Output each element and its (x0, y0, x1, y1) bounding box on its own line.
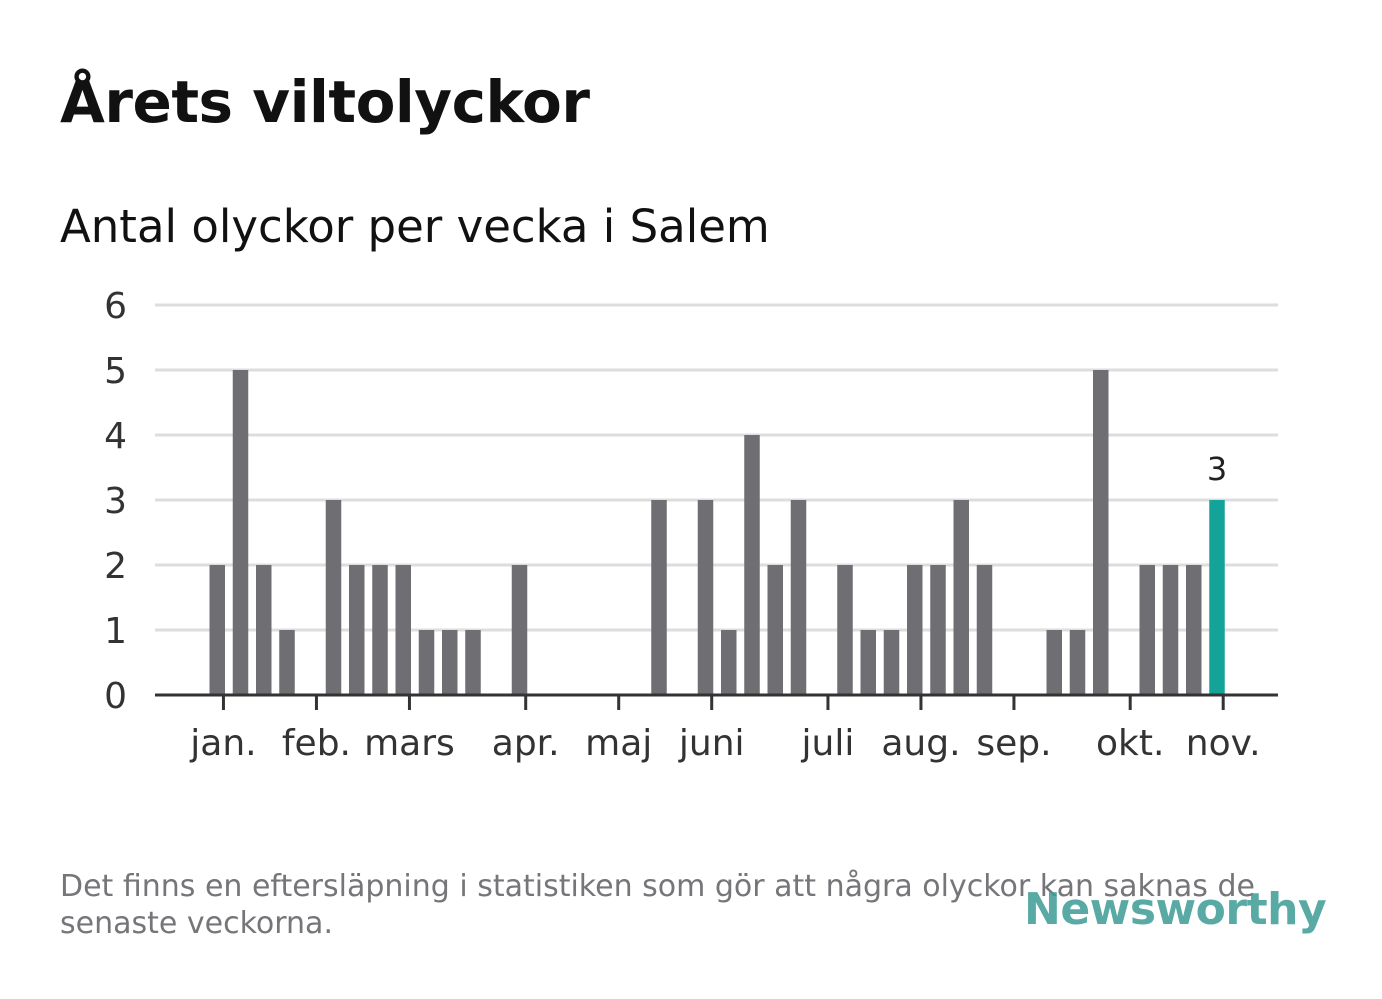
bar (930, 565, 946, 695)
x-tick-label: maj (585, 723, 652, 764)
y-tick-label: 1 (104, 611, 127, 652)
bar (372, 565, 388, 695)
bar (767, 565, 783, 695)
y-tick-label: 2 (104, 546, 127, 587)
bar (1162, 565, 1179, 695)
bar (1046, 630, 1062, 695)
bar (651, 500, 667, 695)
bar (697, 500, 714, 695)
bar (953, 500, 969, 695)
bar (279, 630, 295, 695)
bar (209, 565, 225, 695)
y-tick-label: 3 (104, 481, 127, 522)
bar (349, 565, 365, 695)
bar-chart: 0 1 2 3 4 5 6 3 jan. feb. mars apr. maj juni juli aug. s… (104, 286, 1278, 764)
bar (395, 565, 411, 695)
bar (232, 370, 249, 695)
bar (721, 630, 737, 695)
bar (976, 565, 993, 695)
bar (325, 500, 342, 695)
bar (790, 500, 807, 695)
bar (442, 630, 458, 695)
logo-text: Newsworthy (1024, 883, 1327, 935)
x-tick-label: mars (364, 723, 455, 764)
bar (1093, 370, 1109, 695)
x-tick-label: juni (678, 723, 745, 764)
newsworthy-logo: Newsworthy (1010, 876, 1327, 942)
y-tick-label: 4 (104, 416, 127, 457)
y-tick-label: 6 (104, 286, 127, 327)
highlight-bar (1209, 500, 1225, 695)
x-tick-label: apr. (492, 723, 560, 764)
bar (1186, 565, 1202, 695)
bar (907, 565, 923, 695)
y-tick-label: 5 (104, 351, 127, 392)
bar (418, 630, 435, 695)
bar (744, 435, 760, 695)
bar (1139, 565, 1155, 695)
bar (837, 565, 853, 695)
bar (1069, 630, 1086, 695)
x-tick-label: feb. (282, 723, 351, 764)
bar (883, 630, 900, 695)
x-tick-label: nov. (1186, 723, 1261, 764)
bar (465, 630, 481, 695)
bar (511, 565, 528, 695)
footnote: Det finns en eftersläpning i statistiken… (60, 869, 1255, 941)
chart-title: Årets viltolyckor (60, 68, 590, 136)
x-tick-label: juli (801, 723, 855, 764)
x-tick-label: sep. (976, 723, 1051, 764)
chart-subtitle: Antal olyckor per vecka i Salem (60, 200, 770, 253)
x-tick-label: jan. (189, 723, 256, 764)
data-label: 3 (1207, 450, 1227, 488)
bar (256, 565, 272, 695)
bar (860, 630, 876, 695)
y-tick-label: 0 (104, 676, 127, 717)
x-tick-label: aug. (881, 723, 960, 764)
x-tick-label: okt. (1096, 723, 1164, 764)
